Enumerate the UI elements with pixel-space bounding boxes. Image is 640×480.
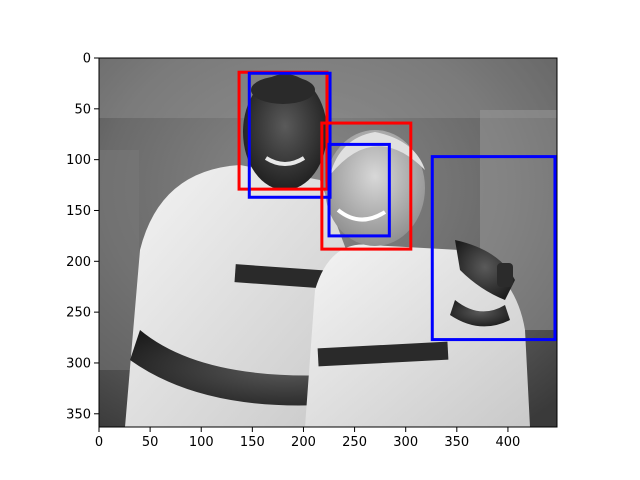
x-tick-label: 100 [189,435,214,450]
x-tick-label: 400 [496,435,521,450]
x-tick-label: 150 [240,435,265,450]
bounding-box-face-red-2 [320,121,413,251]
y-tick-label: 250 [66,306,91,321]
x-tick-label: 250 [342,435,367,450]
y-tick-label: 300 [66,356,91,371]
left-man-head [243,74,327,190]
x-tick-label: 300 [393,435,418,450]
x-tick-label: 0 [95,435,103,450]
photo [99,58,557,427]
x-tick-label: 350 [444,435,469,450]
y-tick-label: 50 [74,102,91,117]
x-tick-label: 50 [142,435,159,450]
x-axis: 0 50 100 150 200 250 300 350 400 [95,427,520,450]
y-tick-label: 150 [66,204,91,219]
bounding-boxes [237,70,557,342]
y-tick-label: 0 [83,52,91,67]
y-tick-label: 100 [66,153,91,168]
right-man-body [305,244,530,427]
bounding-box-face-blue-1 [247,71,332,199]
y-axis: 0 50 100 150 200 250 300 350 [66,52,99,422]
bounding-box-face-blue-2 [327,142,391,238]
plot-frame [98,57,558,428]
y-tick-label: 350 [66,407,91,422]
bounding-box-box-blue-3 [430,155,557,342]
y-tick-label: 200 [66,255,91,270]
x-tick-label: 200 [291,435,316,450]
